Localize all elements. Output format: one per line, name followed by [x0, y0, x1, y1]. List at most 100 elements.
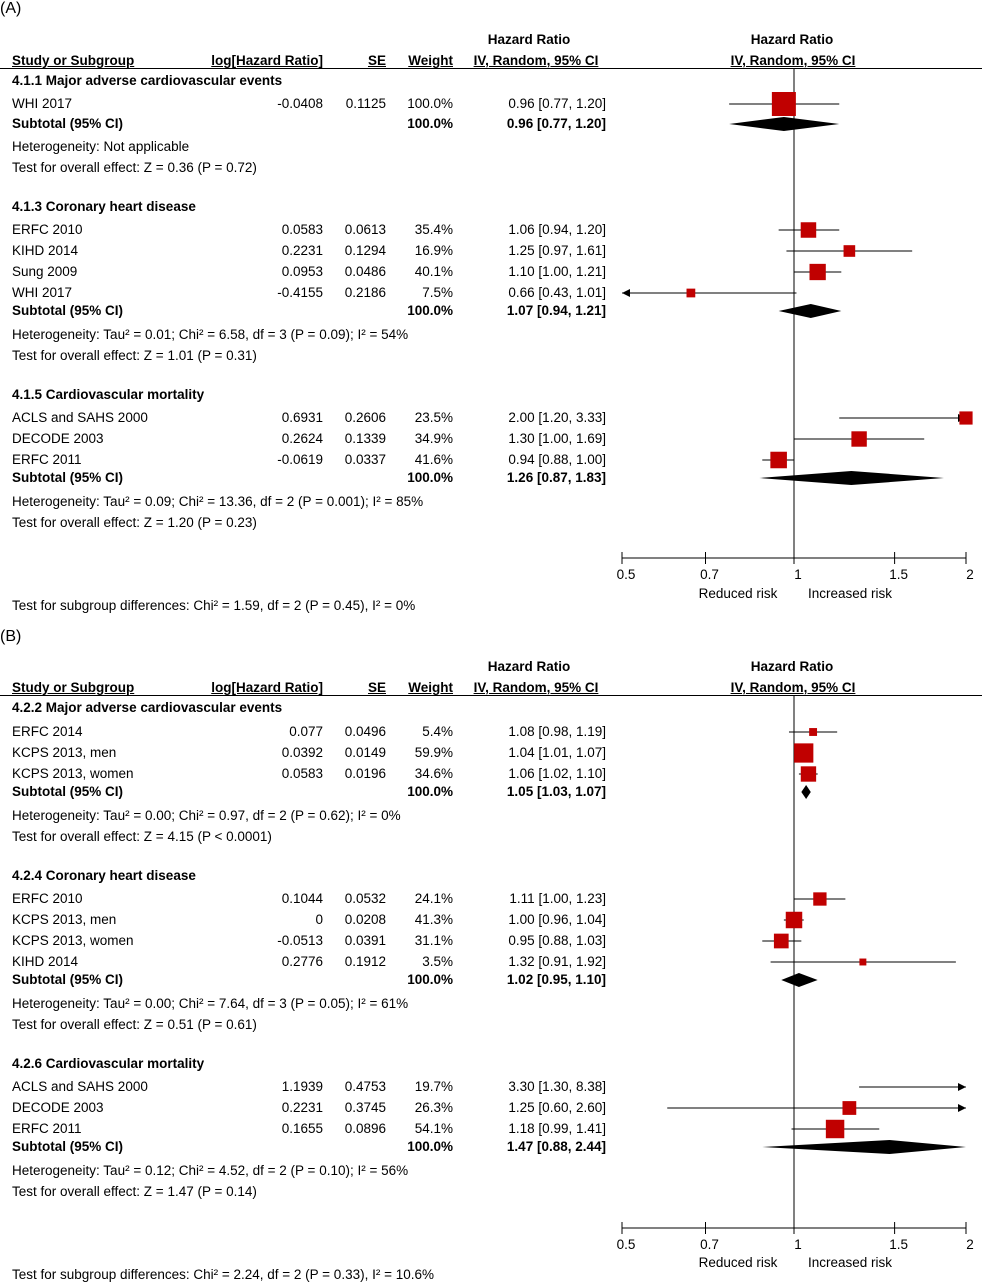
heterogeneity-text: Heterogeneity: Tau² = 0.00; Chi² = 0.97,…: [12, 808, 401, 823]
study-ci: 2.00 [1.20, 3.33]: [508, 410, 606, 425]
subgroup-title: 4.2.6 Cardiovascular mortality: [12, 1056, 205, 1071]
study-ci: 1.11 [1.00, 1.23]: [509, 891, 606, 906]
subgroup-title: 4.1.1 Major adverse cardiovascular event…: [12, 73, 283, 88]
study-weight: 3.5%: [422, 954, 453, 969]
heterogeneity-text: Heterogeneity: Tau² = 0.12; Chi² = 4.52,…: [12, 1163, 409, 1178]
study-se: 0.3745: [344, 1100, 386, 1115]
study-marker: [843, 245, 856, 257]
subtotal-label: Subtotal (95% CI): [12, 470, 124, 485]
subgroup-title: 4.1.5 Cardiovascular mortality: [12, 387, 205, 402]
x-tick-label: 0.5: [616, 567, 636, 582]
subtotal-label: Subtotal (95% CI): [12, 116, 124, 131]
header-loghr: log[Hazard Ratio]: [211, 53, 323, 68]
header-hazard-ratio: Hazard Ratio: [487, 32, 571, 47]
overall-effect-text: Test for overall effect: Z = 0.36 (P = 0…: [12, 160, 257, 175]
study-loghr: 0.0392: [281, 745, 323, 760]
subtotal-diamond: [781, 973, 818, 987]
plot-header-sub: IV, Random, 95% CI: [730, 53, 856, 68]
study-loghr: 0.2776: [281, 954, 323, 969]
subtotal-diamond: [762, 1140, 966, 1154]
plot-header-title: Hazard Ratio: [750, 32, 834, 47]
x-tick-label: 2: [966, 567, 974, 582]
axis-label-increased-risk: Increased risk: [807, 586, 893, 601]
header-se: SE: [367, 53, 386, 68]
study-weight: 100.0%: [407, 96, 453, 111]
study-se: 0.1294: [344, 243, 386, 258]
heterogeneity-text: Heterogeneity: Tau² = 0.00; Chi² = 7.64,…: [12, 996, 409, 1011]
study-weight: 5.4%: [422, 724, 453, 739]
study-name: Sung 2009: [12, 264, 78, 279]
header-ci: IV, Random, 95% CI: [473, 680, 599, 695]
study-ci: 1.25 [0.97, 1.61]: [508, 243, 606, 258]
overall-effect-text: Test for overall effect: Z = 1.47 (P = 0…: [12, 1184, 257, 1199]
study-loghr: 0: [315, 912, 323, 927]
study-weight: 7.5%: [422, 285, 453, 300]
subtotal-weight: 100.0%: [407, 784, 453, 799]
study-marker: [809, 263, 826, 281]
x-tick-label: 0.7: [700, 1237, 719, 1252]
study-se: 0.1125: [345, 96, 386, 111]
study-name: ERFC 2011: [12, 1121, 82, 1136]
header-study: Study or Subgroup: [12, 680, 135, 695]
study-marker: [825, 1119, 845, 1139]
study-name: DECODE 2003: [12, 1100, 104, 1115]
study-ci: 0.95 [0.88, 1.03]: [508, 933, 606, 948]
study-ci: 3.30 [1.30, 8.38]: [508, 1079, 606, 1094]
study-name: ERFC 2011: [12, 452, 82, 467]
study-ci: 1.00 [0.96, 1.04]: [508, 912, 606, 927]
header-weight: Weight: [408, 680, 453, 695]
header-hazard-ratio: Hazard Ratio: [487, 659, 571, 674]
study-loghr: -0.0513: [277, 933, 323, 948]
study-ci: 1.18 [0.99, 1.41]: [508, 1121, 606, 1136]
plot-header-title: Hazard Ratio: [750, 659, 834, 674]
axis-label-reduced-risk: Reduced risk: [698, 586, 778, 601]
study-loghr: 0.1044: [281, 891, 323, 906]
study-weight: 23.5%: [414, 410, 453, 425]
subtotal-diamond: [729, 117, 840, 131]
study-name: ACLS and SAHS 2000: [12, 1079, 148, 1094]
study-name: DECODE 2003: [12, 431, 104, 446]
subgroup-differences-text: Test for subgroup differences: Chi² = 2.…: [12, 1267, 434, 1282]
header-ci: IV, Random, 95% CI: [473, 53, 599, 68]
subtotal-ci: 1.02 [0.95, 1.10]: [506, 972, 606, 987]
study-marker: [959, 411, 973, 425]
overall-effect-text: Test for overall effect: Z = 1.01 (P = 0…: [12, 348, 257, 363]
study-weight: 31.1%: [414, 933, 453, 948]
study-marker: [813, 892, 827, 906]
subtotal-label: Subtotal (95% CI): [12, 972, 124, 987]
heterogeneity-text: Heterogeneity: Not applicable: [12, 139, 190, 154]
study-marker: [770, 451, 787, 469]
study-loghr: 0.0583: [281, 766, 323, 781]
subtotal-diamond: [759, 471, 944, 485]
study-name: KCPS 2013, men: [12, 745, 117, 760]
study-marker: [800, 766, 817, 782]
x-tick-label: 2: [966, 1237, 974, 1252]
subgroup-differences-text: Test for subgroup differences: Chi² = 1.…: [12, 598, 416, 613]
study-weight: 59.9%: [414, 745, 453, 760]
study-ci: 1.32 [0.91, 1.92]: [508, 954, 606, 969]
study-loghr: 0.6931: [281, 410, 323, 425]
study-weight: 19.7%: [414, 1079, 453, 1094]
overall-effect-text: Test for overall effect: Z = 1.20 (P = 0…: [12, 515, 257, 530]
study-weight: 26.3%: [414, 1100, 453, 1115]
study-weight: 34.6%: [414, 766, 453, 781]
subtotal-weight: 100.0%: [407, 1139, 453, 1154]
axis-label-reduced-risk: Reduced risk: [698, 1255, 778, 1270]
study-se: 0.0896: [344, 1121, 386, 1136]
study-ci: 1.06 [0.94, 1.20]: [508, 222, 606, 237]
study-name: KCPS 2013, women: [12, 766, 134, 781]
header-rule: [0, 695, 982, 696]
study-loghr: 0.2231: [281, 1100, 323, 1115]
study-se: 0.2606: [344, 410, 386, 425]
study-se: 0.1339: [344, 431, 386, 446]
study-se: 0.0208: [344, 912, 386, 927]
subtotal-diamond: [778, 304, 842, 318]
ci-arrow-right: [958, 1083, 966, 1091]
header-study: Study or Subgroup: [12, 53, 135, 68]
study-marker: [851, 431, 867, 447]
header-weight: Weight: [408, 53, 453, 68]
study-weight: 40.1%: [414, 264, 453, 279]
header-se: SE: [367, 680, 386, 695]
study-weight: 35.4%: [414, 222, 453, 237]
